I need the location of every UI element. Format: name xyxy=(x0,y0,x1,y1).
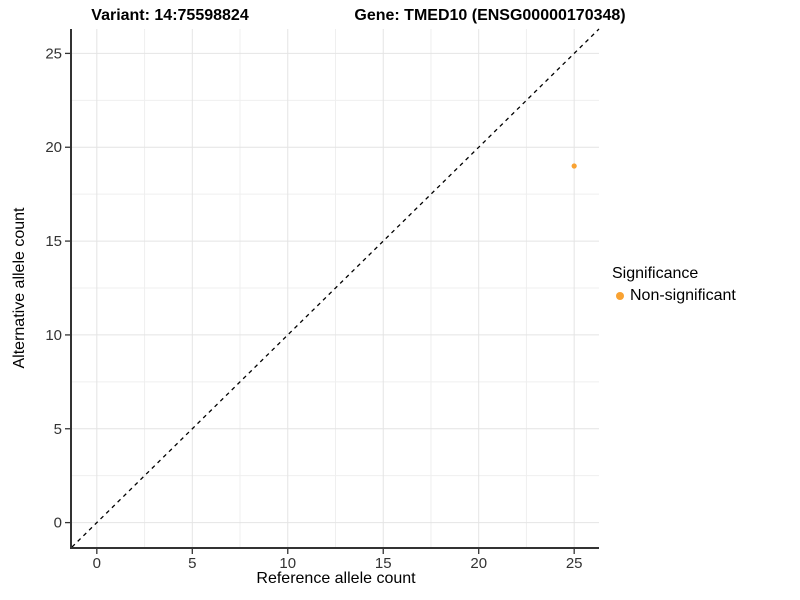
y-tick-label: 10 xyxy=(45,327,62,344)
y-tick-label: 0 xyxy=(54,515,62,532)
legend-title: Significance xyxy=(612,265,699,282)
y-tick-label: 20 xyxy=(45,139,62,156)
data-point xyxy=(571,163,577,169)
y-tick-label: 25 xyxy=(45,45,62,62)
x-tick-label: 20 xyxy=(470,555,487,572)
x-tick-label: 10 xyxy=(279,555,296,572)
x-tick-label: 5 xyxy=(188,555,196,572)
y-tick-label: 15 xyxy=(45,233,62,250)
x-tick-label: 0 xyxy=(93,555,101,572)
plot-title-variant: Variant: 14:75598824 xyxy=(91,7,249,24)
legend-item-label: Non-significant xyxy=(630,287,736,304)
identity-line xyxy=(71,28,600,548)
legend-point-icon xyxy=(616,292,624,300)
y-tick-label: 5 xyxy=(54,421,62,438)
plot-title-gene: Gene: TMED10 (ENSG00000170348) xyxy=(354,7,626,24)
x-tick-label: 15 xyxy=(375,555,392,572)
legend: Significance Non-significant xyxy=(612,265,736,305)
x-tick-label: 25 xyxy=(566,555,583,572)
legend-item: Non-significant xyxy=(612,287,736,305)
x-axis-title: Reference allele count xyxy=(256,570,416,587)
